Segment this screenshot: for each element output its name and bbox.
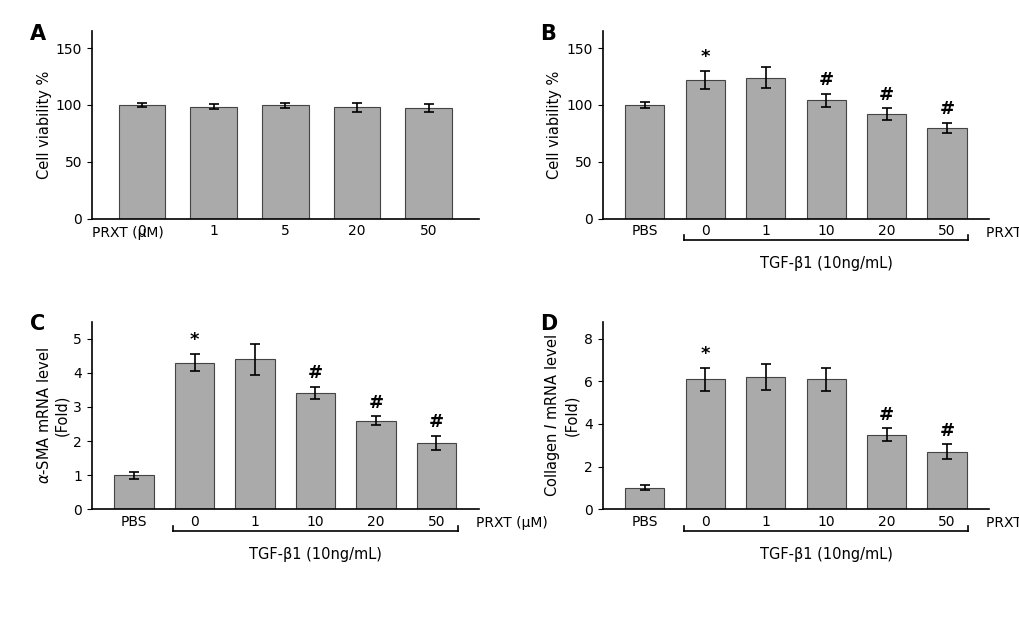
Text: *: * (190, 332, 199, 350)
Text: TGF-β1 (10ng/mL): TGF-β1 (10ng/mL) (249, 546, 381, 562)
Bar (235, 359, 274, 509)
Bar (745, 377, 785, 509)
Text: #: # (308, 365, 323, 383)
Text: PRXT (μM): PRXT (μM) (475, 516, 547, 530)
Text: #: # (878, 406, 894, 424)
Bar (685, 379, 725, 509)
Bar (114, 475, 154, 509)
Y-axis label: Collagen $\it{I}$ mRNA level
(Fold): Collagen $\it{I}$ mRNA level (Fold) (543, 334, 579, 497)
Text: B: B (540, 24, 556, 43)
Bar (866, 114, 906, 219)
Text: A: A (30, 24, 46, 43)
Text: #: # (368, 394, 383, 412)
Bar (926, 451, 966, 509)
Text: PRXT (μM): PRXT (μM) (985, 225, 1019, 240)
Bar (405, 108, 451, 219)
Bar (625, 105, 663, 219)
Bar (417, 443, 455, 509)
Text: *: * (700, 48, 709, 66)
Text: #: # (428, 413, 443, 431)
Bar (866, 435, 906, 509)
Bar (296, 393, 335, 509)
Text: PRXT (μM): PRXT (μM) (985, 516, 1019, 530)
Text: TGF-β1 (10ng/mL): TGF-β1 (10ng/mL) (759, 546, 892, 562)
Y-axis label: $\alpha$-SMA mRNA level
(Fold): $\alpha$-SMA mRNA level (Fold) (36, 347, 69, 484)
Bar (806, 379, 845, 509)
Y-axis label: Cell viability %: Cell viability % (547, 71, 561, 179)
Bar (685, 80, 725, 219)
Text: TGF-β1 (10ng/mL): TGF-β1 (10ng/mL) (759, 256, 892, 271)
Text: #: # (818, 71, 833, 89)
Bar (745, 78, 785, 219)
Text: #: # (938, 422, 954, 440)
Bar (926, 128, 966, 219)
Text: D: D (540, 314, 557, 334)
Bar (806, 101, 845, 219)
Bar (262, 106, 308, 219)
Y-axis label: Cell viability %: Cell viability % (37, 71, 52, 179)
Bar (333, 107, 380, 219)
Text: #: # (878, 86, 894, 104)
Text: #: # (938, 100, 954, 118)
Text: C: C (30, 314, 45, 334)
Bar (174, 363, 214, 509)
Bar (191, 107, 236, 219)
Text: *: * (700, 345, 709, 363)
Bar (625, 488, 663, 509)
Bar (356, 420, 395, 509)
Text: PRXT (μM): PRXT (μM) (92, 225, 163, 240)
Bar (118, 105, 165, 219)
